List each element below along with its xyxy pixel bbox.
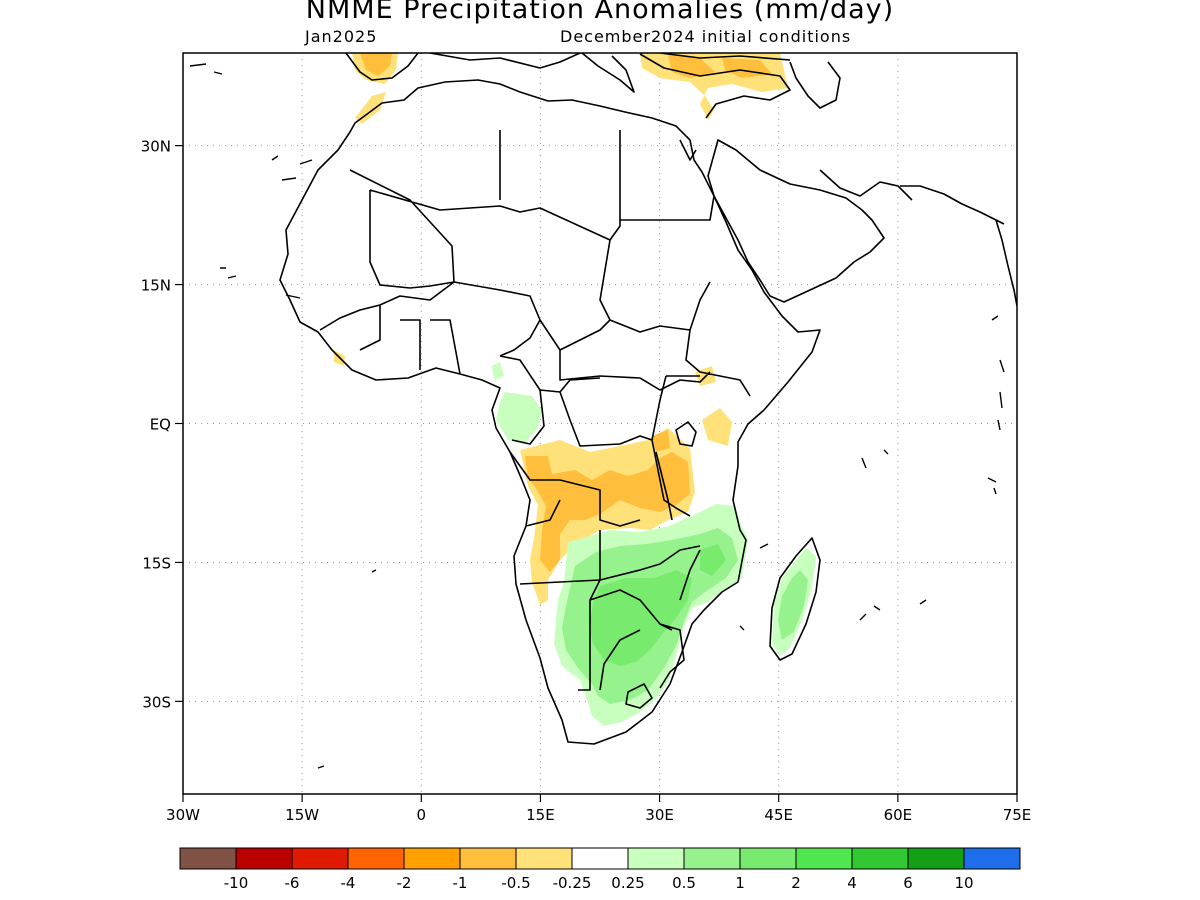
colorbar-label: 1 xyxy=(735,874,745,892)
colorbar-label: -10 xyxy=(224,874,249,892)
colorbar-label: -1 xyxy=(453,874,468,892)
colorbar-swatch xyxy=(179,847,237,870)
lon-tick-label: 15W xyxy=(285,806,319,824)
map-area xyxy=(189,53,1017,769)
lon-tick-label: 60E xyxy=(884,806,913,824)
lake-victoria xyxy=(675,421,697,447)
iberia-coastline xyxy=(345,53,419,81)
colorbar-label: 4 xyxy=(847,874,857,892)
europe-coastline xyxy=(429,53,581,69)
colorbar-label: -0.5 xyxy=(501,874,530,892)
wet-anomaly-gabon xyxy=(496,392,542,444)
colorbar-label: -6 xyxy=(285,874,300,892)
dry-anomaly-lake-region xyxy=(652,430,670,452)
dry-anomaly-iberia-core xyxy=(360,53,392,76)
madagascar-coastline xyxy=(769,537,821,661)
india-coastline xyxy=(995,219,1017,307)
colorbar-swatch xyxy=(907,847,965,870)
wet-anomaly-southern-africa-strong xyxy=(590,570,692,666)
lon-tick-label: 30E xyxy=(645,806,674,824)
turkey-coastline xyxy=(639,53,791,119)
longitude-ticks: 30W 15W 0 15E 30E 45E 60E 75E xyxy=(166,794,1031,824)
colorbar-swatch xyxy=(459,847,517,870)
wet-anomaly-madagascar-moderate xyxy=(778,570,808,640)
colorbar-swatch xyxy=(683,847,741,870)
lat-tick-label: 30S xyxy=(142,693,171,711)
wet-anomaly-mozambique xyxy=(700,544,726,576)
dry-anomaly-morocco xyxy=(355,92,386,124)
dry-anomaly-eastern-med xyxy=(640,53,788,120)
colorbar-label: -0.25 xyxy=(553,874,592,892)
coastlines-and-borders xyxy=(279,53,1017,745)
colorbar-label: 6 xyxy=(903,874,913,892)
colorbar-label: 2 xyxy=(791,874,801,892)
persian-gulf-coastline xyxy=(819,169,913,201)
dry-anomaly-kenya xyxy=(702,408,732,446)
colorbar-label: 0.25 xyxy=(611,874,644,892)
lon-tick-label: 30W xyxy=(166,806,200,824)
africa-coastline xyxy=(279,79,821,745)
colorbar-label: 0.5 xyxy=(672,874,696,892)
nile xyxy=(679,139,697,161)
latitude-ticks: 30N 15N EQ 15S 30S xyxy=(141,138,183,711)
colorbar-swatch xyxy=(851,847,909,870)
colorbar-swatch xyxy=(235,847,293,870)
colorbar-labels: -10 -6 -4 -2 -1 -0.5 -0.25 0.25 0.5 1 2 4 6 10 xyxy=(224,874,974,892)
lat-tick-label: 30N xyxy=(141,138,171,156)
arabia-coastline xyxy=(707,139,885,303)
colorbar-swatch xyxy=(571,847,629,870)
dry-anomaly-regions xyxy=(334,53,788,605)
lon-tick-label: 75E xyxy=(1003,806,1032,824)
colorbar-swatch xyxy=(403,847,461,870)
lat-tick-label: EQ xyxy=(150,416,171,434)
colorbar-label: -2 xyxy=(397,874,412,892)
initial-conditions-label: December2024 initial conditions xyxy=(560,27,852,46)
lon-tick-label: 0 xyxy=(417,806,427,824)
italy-greece-coastline xyxy=(581,53,635,93)
lon-tick-label: 15E xyxy=(526,806,555,824)
black-sea-coastline xyxy=(659,53,791,61)
map-title: NMME Precipitation Anomalies (mm/day) xyxy=(305,0,895,25)
colorbar-swatch xyxy=(739,847,797,870)
colorbar-swatch xyxy=(963,847,1021,870)
colorbar xyxy=(179,847,1021,870)
iran-pakistan-coastline xyxy=(900,185,1005,225)
colorbar-label: 10 xyxy=(954,874,973,892)
lat-tick-label: 15S xyxy=(142,554,171,572)
colorbar-swatch xyxy=(515,847,573,870)
forecast-month-label: Jan2025 xyxy=(305,27,378,46)
islands xyxy=(189,63,1005,769)
colorbar-swatch xyxy=(627,847,685,870)
lake-tanganyika xyxy=(655,451,673,521)
colorbar-swatch xyxy=(291,847,349,870)
lesotho-border xyxy=(625,683,653,709)
colorbar-swatch xyxy=(347,847,405,870)
colorbar-swatch xyxy=(795,847,853,870)
caspian-coastline xyxy=(789,61,841,109)
gridlines xyxy=(183,53,1017,794)
country-borders xyxy=(319,130,751,691)
lon-tick-label: 45E xyxy=(764,806,793,824)
colorbar-label: -4 xyxy=(341,874,356,892)
wet-anomaly-cameroon xyxy=(492,362,504,380)
lat-tick-label: 15N xyxy=(141,277,171,295)
